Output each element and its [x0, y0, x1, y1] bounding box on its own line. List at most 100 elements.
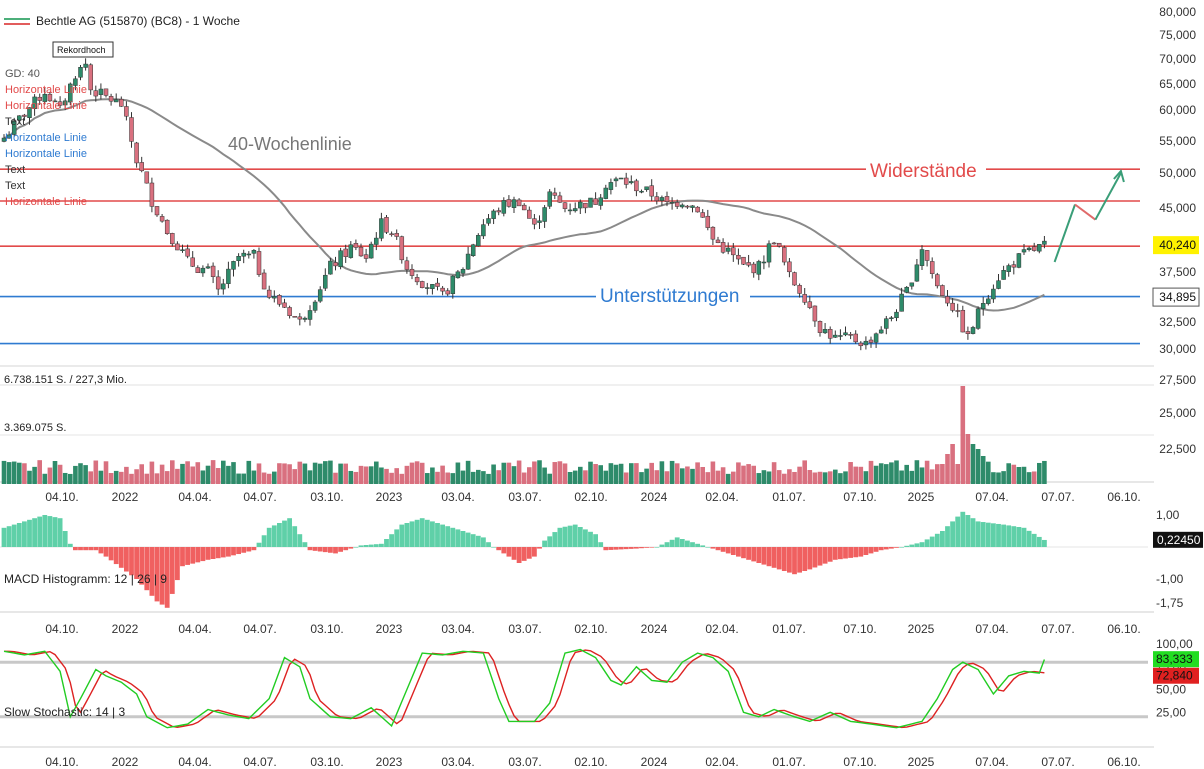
volume-bar: [149, 461, 155, 484]
macd-bar: [348, 547, 354, 549]
candle-body: [282, 302, 287, 308]
volume-bar: [940, 464, 945, 484]
current-price-label: 40,240: [1159, 238, 1196, 252]
macd-bar: [511, 547, 517, 560]
volume-bar: [710, 461, 716, 484]
legend-entry: Horizontale Linie: [5, 148, 87, 160]
candle-body: [562, 202, 568, 209]
macd-bar: [496, 547, 502, 551]
volume-bar: [521, 472, 527, 484]
candle-body: [787, 261, 792, 273]
volume-bar: [103, 461, 109, 484]
volume-bar: [139, 464, 144, 484]
volume-bar: [863, 471, 869, 484]
macd-bar: [659, 544, 665, 547]
volume-bar: [1016, 467, 1022, 484]
macd-bar: [822, 547, 828, 564]
candle-body: [644, 186, 649, 190]
volume-bar: [11, 461, 17, 484]
macd-bar: [302, 542, 308, 547]
candle-body: [149, 182, 155, 207]
candle-body: [741, 256, 746, 265]
macd-bar: [134, 547, 139, 579]
volume-bar: [57, 464, 63, 484]
macd-bar: [373, 544, 379, 547]
macd-bar: [889, 547, 894, 549]
candle-body: [246, 253, 252, 256]
volume-bar: [583, 470, 588, 484]
x-tick-label: 03.04.: [441, 622, 474, 636]
volume-bar: [52, 461, 58, 484]
legend-entry: GD: 40: [5, 68, 40, 80]
x-tick-label: 07.07.: [1041, 755, 1074, 769]
volume-bar: [185, 461, 190, 484]
candle-body: [119, 99, 124, 107]
candle-body: [317, 289, 323, 302]
macd-bar: [705, 547, 711, 548]
volume-bar: [843, 471, 848, 484]
candle-body: [113, 99, 119, 103]
x-tick-label: 07.10.: [843, 755, 876, 769]
macd-bar: [639, 547, 644, 549]
price-tick: 50,000: [1159, 166, 1196, 180]
macd-bar: [67, 543, 73, 547]
macd-bar: [271, 525, 277, 547]
candle-body: [379, 218, 384, 239]
macd-bar: [236, 547, 241, 555]
x-tick-label: 02.10.: [574, 755, 607, 769]
candle-body: [221, 283, 226, 290]
candle-body: [593, 198, 598, 205]
candle-body: [185, 248, 190, 257]
macd-bar: [154, 547, 160, 602]
volume-bar: [175, 468, 180, 484]
macd-bar: [27, 519, 32, 547]
macd-bar: [1, 527, 7, 547]
volume-bar: [669, 460, 675, 484]
macd-bar: [266, 527, 272, 547]
macd-bar: [338, 547, 343, 552]
volume-bar: [822, 472, 828, 484]
candle-body: [914, 264, 920, 282]
ma-price-badge: [1152, 287, 1200, 307]
candle-body: [1006, 265, 1011, 272]
volume-bar: [802, 460, 807, 484]
volume-bar: [62, 472, 68, 484]
volume-bar: [562, 463, 568, 484]
price-tick: 32,500: [1159, 315, 1196, 329]
macd-bar: [200, 547, 206, 562]
macd-bar: [475, 535, 481, 547]
volume-bar: [27, 470, 32, 484]
legend-entry: Horizontale Linie: [5, 84, 87, 96]
volume-bar: [445, 472, 450, 484]
volume-bar: [705, 472, 711, 484]
macd-bar: [878, 547, 884, 551]
volume-bar: [231, 462, 236, 484]
macd-bar: [904, 545, 910, 547]
volume-bar: [272, 471, 277, 484]
x-tick-label: 04.04.: [178, 622, 211, 636]
candle-body: [399, 236, 405, 261]
volume-bar: [527, 467, 532, 484]
macd-bar: [649, 547, 655, 548]
volume-bar: [700, 466, 705, 484]
candle-body: [491, 210, 496, 219]
candle-body: [231, 261, 236, 270]
support-label-bg: [596, 284, 750, 308]
macd-bar: [812, 547, 818, 568]
candle-body: [343, 248, 348, 257]
x-tick-label: 01.07.: [772, 622, 805, 636]
candle-body: [705, 215, 711, 228]
volume-bar: [797, 466, 802, 484]
candle-body: [175, 243, 180, 251]
macd-bar: [996, 523, 1001, 547]
volume-bar: [159, 464, 165, 484]
macd-bar: [312, 547, 318, 551]
macd-bar: [572, 524, 578, 547]
macd-current-badge: [1153, 531, 1203, 548]
macd-bar: [761, 547, 767, 565]
candle-body: [975, 308, 981, 329]
volume-bar: [1021, 466, 1027, 484]
volume-bar: [761, 470, 767, 484]
candle-body: [608, 182, 614, 190]
